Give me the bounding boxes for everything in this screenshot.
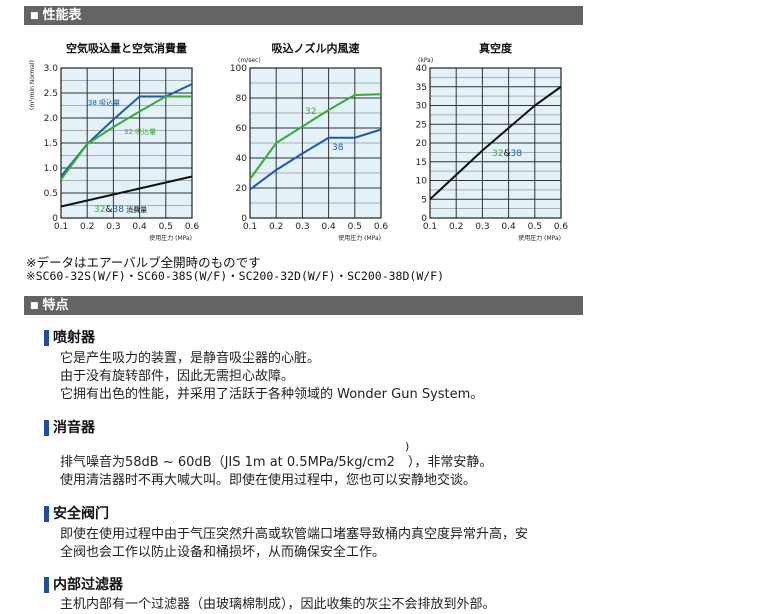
x-tick-label: 0.3 bbox=[106, 222, 120, 232]
y-tick-label: 1.5 bbox=[44, 139, 58, 149]
x-tick-label: 0.4 bbox=[501, 222, 516, 232]
plot-frame bbox=[429, 67, 562, 219]
series-line bbox=[249, 93, 382, 180]
y-tick-label: 1.0 bbox=[44, 164, 59, 174]
y-tick-label: 0 bbox=[241, 214, 247, 224]
series-label: 32 bbox=[305, 107, 316, 117]
x-tick-label: 0.6 bbox=[185, 222, 200, 232]
x-tick-label: 0.2 bbox=[80, 222, 94, 232]
y-tick-label: 20 bbox=[416, 139, 428, 149]
series-label: 38 bbox=[332, 143, 344, 153]
x-tick-label: 0.5 bbox=[528, 222, 542, 232]
feature-line: 由于没有旋转部件，因此无需担心故障。 bbox=[60, 369, 295, 384]
y-tick-label: 15 bbox=[416, 158, 427, 168]
series-label: 32&38 消費量 bbox=[94, 205, 147, 215]
plot-frame bbox=[249, 67, 382, 219]
x-tick-label: 0.4 bbox=[132, 222, 147, 232]
series-label: 32&38 bbox=[492, 149, 522, 159]
y-tick-label: 3.0 bbox=[44, 64, 59, 74]
y-tick-label: 0 bbox=[52, 214, 58, 224]
series-label-part: 32 bbox=[305, 107, 316, 117]
y-tick-label: 25 bbox=[416, 120, 427, 130]
y-tick-label: 5 bbox=[421, 195, 427, 205]
section-header-performance: ■ 性能表 bbox=[24, 6, 583, 25]
y-tick-label: 35 bbox=[416, 83, 427, 93]
x-tick-label: 0.5 bbox=[159, 222, 173, 232]
feature-line: 全阀也会工作以防止设备和桶损坏，从而确保安全工作。 bbox=[60, 545, 386, 560]
superscript: ) bbox=[405, 440, 410, 453]
section-title: 特点 bbox=[42, 298, 69, 313]
series-label: 32 吸込量 bbox=[124, 127, 156, 136]
y-tick-label: 20 bbox=[236, 184, 248, 194]
y-tick-label: 40 bbox=[416, 64, 428, 74]
x-tick-label: 0.6 bbox=[554, 222, 569, 232]
y-tick-label: 100 bbox=[230, 64, 247, 74]
square-bullet-icon: ■ bbox=[30, 11, 39, 21]
y-tick-label: 40 bbox=[236, 154, 248, 164]
section-header-features: ■ 特点 bbox=[24, 296, 583, 315]
y-tick-label: 10 bbox=[416, 177, 428, 187]
y-axis-label: (kPa) bbox=[418, 57, 433, 64]
y-axis-label: (m/sec) bbox=[238, 57, 261, 64]
note-models: ※SC60-32S(W/F)・SC60-38S(W/F)・SC200-32D(W… bbox=[26, 269, 445, 283]
feature-line: 它拥有出色的性能，并采用了活跃于各种领域的 Wonder Gun System。 bbox=[60, 387, 484, 402]
feature-line: 使用清洁器时不再大喊大叫。即使在使用过程中，您也可以安静地交谈。 bbox=[60, 473, 477, 488]
x-tick-label: 0.1 bbox=[243, 222, 257, 232]
note-data: ※データはエアーバルブ全開時のものです bbox=[26, 255, 261, 270]
y-tick-label: 2.0 bbox=[44, 114, 59, 124]
x-tick-label: 0.6 bbox=[374, 222, 389, 232]
feature-line: 即使在使用过程中由于气压突然升高或软管端口堵塞导致桶内真空度异常升高，安 bbox=[60, 527, 529, 542]
feature-title: 内部过滤器 bbox=[44, 577, 123, 593]
series-label-part: 38 bbox=[112, 205, 124, 215]
y-tick-label: 0.5 bbox=[44, 189, 58, 199]
feature-line: 它是产生吸力的装置，是静音吸尘器的心脏。 bbox=[60, 351, 321, 366]
feature-title: 喷射器 bbox=[44, 330, 95, 346]
chart-nozzle-velocity: 吸込ノズル内風速 0.1 0.2 0.3 0.4 0.5 0.6 0 20 40 60 80 100 使用… bbox=[230, 41, 389, 242]
series-line bbox=[429, 85, 562, 200]
feature-line: 排气噪音为58dB ~ 60dB（JIS 1m at 0.5MPa/5kg/cm… bbox=[60, 455, 493, 470]
x-tick-label: 0.3 bbox=[295, 222, 309, 232]
series-label-part: & bbox=[105, 205, 112, 215]
section-title: 性能表 bbox=[42, 8, 82, 23]
series-line bbox=[60, 95, 192, 181]
x-tick-label: 0.5 bbox=[348, 222, 362, 232]
feature-title: 消音器 bbox=[44, 420, 95, 436]
chart-air-intake: 空気吸込量と空気消費量 0.1 0.2 0.3 0.4 0.5 0.6 0 0.5 1.0 1.5 2… bbox=[29, 41, 200, 242]
series-line bbox=[249, 128, 382, 191]
x-tick-label: 0.2 bbox=[269, 222, 283, 232]
feature-line: 主机内部有一个过滤器（由玻璃棉制成），因此收集的灰尘不会排放到外部。 bbox=[60, 597, 496, 612]
series-label-part: & bbox=[503, 149, 510, 159]
x-tick-label: 0.1 bbox=[423, 222, 437, 232]
series-label-part: 消費量 bbox=[124, 205, 147, 214]
x-tick-label: 0.1 bbox=[54, 222, 68, 232]
series-label: 38 吸込量 bbox=[88, 98, 120, 107]
series-label-part: 32 bbox=[492, 149, 503, 159]
y-tick-label: 60 bbox=[236, 124, 248, 134]
x-tick-label: 0.3 bbox=[475, 222, 489, 232]
series-label-part: 38 bbox=[332, 143, 344, 153]
feature-title: 安全阀门 bbox=[44, 506, 109, 522]
chart-title: 吸込ノズル内風速 bbox=[272, 41, 360, 55]
x-tick-label: 0.4 bbox=[321, 222, 336, 232]
plot-frame bbox=[60, 67, 193, 219]
series-label-part: 32 bbox=[94, 205, 105, 215]
x-tick-label: 0.2 bbox=[449, 222, 463, 232]
x-axis-label: 使用圧力 (MPa) bbox=[518, 234, 561, 242]
series-label-part: 32 吸込量 bbox=[124, 127, 156, 136]
chart-vacuum: 真空度 0.1 0.2 0.3 0.4 0.5 0.6 0 5 10 15 20 25 30 35 40 使用圧… bbox=[416, 41, 569, 242]
chart-title: 空気吸込量と空気消費量 bbox=[66, 41, 187, 55]
y-axis-label: (m³/min Normal) bbox=[29, 60, 36, 110]
chart-title: 真空度 bbox=[479, 41, 513, 55]
x-axis-label: 使用圧力 (MPa) bbox=[338, 234, 381, 242]
y-tick-label: 0 bbox=[421, 214, 427, 224]
series-label-part: 38 吸込量 bbox=[88, 98, 120, 107]
series-label-part: 38 bbox=[510, 149, 522, 159]
series-line bbox=[60, 175, 193, 208]
square-bullet-icon: ■ bbox=[30, 301, 39, 311]
y-tick-label: 80 bbox=[236, 94, 248, 104]
x-axis-label: 使用圧力 (MPa) bbox=[149, 234, 192, 242]
y-tick-label: 2.5 bbox=[44, 89, 58, 99]
y-tick-label: 30 bbox=[416, 102, 428, 112]
